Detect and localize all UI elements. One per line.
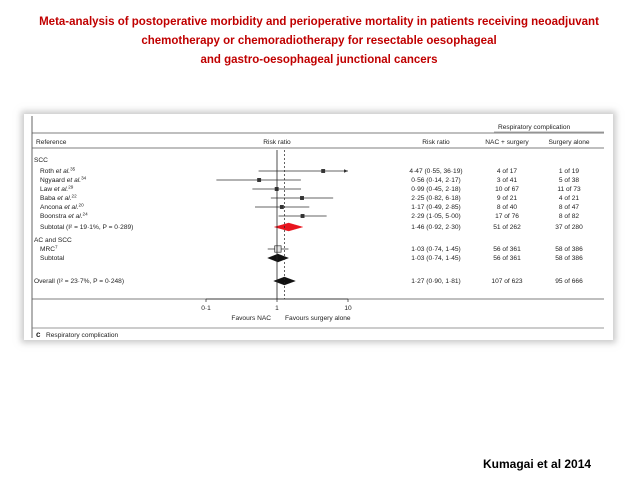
risk-ratio-value: 1·27 (0·90, 1·81)	[411, 278, 460, 285]
point-estimate-marker	[257, 178, 262, 182]
group-label: AC and SCC	[34, 237, 72, 244]
nac-surgery-count: 8 of 40	[497, 204, 517, 211]
header-group-title: Respiratory complication	[498, 124, 571, 131]
x-axis-tick-label: 1	[275, 305, 279, 312]
study-etal: et al.	[55, 195, 71, 202]
risk-ratio-value: 1·03 (0·74, 1·45)	[411, 255, 460, 262]
study-reference-number: 20	[79, 203, 85, 208]
risk-ratio-value: 2·25 (0·82, 6·18)	[411, 195, 460, 202]
ci-arrow-right	[344, 169, 348, 173]
header-nac-surgery: NAC + surgery	[485, 139, 529, 146]
nac-surgery-count: 3 of 41	[497, 177, 517, 184]
nac-surgery-count: 4 of 17	[497, 168, 517, 175]
study-name: Ancona	[40, 204, 63, 211]
panel-title: Respiratory complication	[46, 332, 119, 339]
study-name: Law	[40, 186, 52, 193]
panel-letter: c	[36, 330, 41, 339]
nac-surgery-count: 56 of 361	[493, 255, 521, 262]
group-label: SCC	[34, 157, 48, 164]
nac-surgery-count: 107 of 623	[491, 278, 522, 285]
risk-ratio-value: 4·47 (0·55, 36·19)	[409, 168, 462, 175]
study-reference-number: 7	[55, 245, 58, 250]
pooled-diamond	[273, 222, 304, 232]
point-estimate-marker	[300, 214, 305, 218]
citation: Kumagai et al 2014	[483, 457, 592, 471]
header-surgery-alone: Surgery alone	[548, 139, 589, 146]
x-axis-tick-label: 10	[344, 305, 352, 312]
study-reference-number: 22	[72, 194, 78, 199]
surgery-alone-count: 4 of 21	[559, 195, 579, 202]
pooled-row-label: Subtotal (I² = 19·1%, P = 0·289)	[40, 224, 133, 231]
pooled-diamond	[267, 253, 290, 263]
slide-title: Meta-analysis of postoperative morbidity…	[0, 13, 638, 70]
nac-surgery-count: 17 of 76	[495, 213, 519, 220]
slide-title-line-3: and gastro-oesophageal junctional cancer…	[200, 54, 438, 66]
study-name: Baba	[40, 195, 56, 202]
study-label: Baba et al.22	[40, 194, 77, 203]
header-reference: Reference	[36, 139, 67, 146]
study-reference-number: 29	[68, 185, 74, 190]
study-etal: et al.	[62, 204, 78, 211]
forest-plot: Respiratory complication Reference Risk ra…	[31, 116, 604, 339]
study-etal: et al.	[52, 186, 68, 193]
forest-plot-figure: Respiratory complication Reference Risk ra…	[24, 114, 613, 340]
study-label: Ancona et al.20	[40, 203, 84, 212]
nac-surgery-count: 9 of 21	[497, 195, 517, 202]
risk-ratio-value: 1·46 (0·92, 2·30)	[411, 224, 460, 231]
study-name: Boonstra	[40, 213, 67, 220]
risk-ratio-value: 0·56 (0·14, 2·17)	[411, 177, 460, 184]
nac-surgery-count: 51 of 262	[493, 224, 521, 231]
pooled-row-label: Overall (I² = 23·7%, P = 0·248)	[34, 278, 124, 285]
study-reference-number: 24	[83, 212, 89, 217]
surgery-alone-count: 8 of 47	[559, 204, 579, 211]
point-estimate-marker	[300, 196, 304, 200]
nac-surgery-count: 10 of 67	[495, 186, 519, 193]
surgery-alone-count: 58 of 386	[555, 255, 583, 262]
surgery-alone-count: 1 of 19	[559, 168, 579, 175]
pooled-diamond	[273, 276, 296, 286]
nac-surgery-count: 56 of 361	[493, 246, 521, 253]
point-estimate-marker	[321, 169, 326, 173]
study-name: MRC	[40, 246, 55, 253]
point-estimate-marker	[274, 245, 282, 253]
study-label: Ngyaard et al.34	[40, 176, 87, 185]
study-label: Law et al.29	[40, 185, 74, 194]
pooled-row-label: Subtotal	[40, 255, 65, 262]
surgery-alone-count: 95 of 666	[555, 278, 583, 285]
study-etal: et al.	[66, 213, 82, 220]
point-estimate-marker	[279, 205, 284, 209]
x-axis-tick-label: 0·1	[201, 305, 211, 312]
header-risk-ratio-plot: Risk ratio	[263, 139, 291, 146]
slide-title-line-2: chemotherapy or chemoradiotherapy for re…	[141, 35, 497, 47]
study-label: MRC7	[40, 245, 58, 254]
surgery-alone-count: 8 of 82	[559, 213, 579, 220]
study-label: Roth et al.35	[40, 167, 76, 176]
study-etal: et al.	[54, 168, 70, 175]
risk-ratio-value: 1·03 (0·74, 1·45)	[411, 246, 460, 253]
study-label: Boonstra et al.24	[40, 212, 88, 221]
study-name: Roth	[40, 168, 54, 175]
study-etal: et al.	[65, 177, 81, 184]
study-reference-number: 35	[70, 167, 76, 172]
risk-ratio-value: 1·17 (0·49, 2·85)	[411, 204, 460, 211]
surgery-alone-count: 5 of 38	[559, 177, 579, 184]
slide-title-line-1: Meta-analysis of postoperative morbidity…	[39, 16, 599, 28]
surgery-alone-count: 37 of 280	[555, 224, 583, 231]
risk-ratio-value: 0·99 (0·45, 2·18)	[411, 186, 460, 193]
surgery-alone-count: 58 of 386	[555, 246, 583, 253]
header-risk-ratio-column: Risk ratio	[422, 139, 450, 146]
favours-surgery-alone-label: Favours surgery alone	[285, 315, 351, 322]
risk-ratio-value: 2·29 (1·05, 5·00)	[411, 213, 460, 220]
favours-nac-label: Favours NAC	[231, 315, 271, 322]
study-name: Ngyaard	[40, 177, 65, 184]
surgery-alone-count: 11 of 73	[557, 186, 581, 193]
study-reference-number: 34	[81, 176, 87, 181]
